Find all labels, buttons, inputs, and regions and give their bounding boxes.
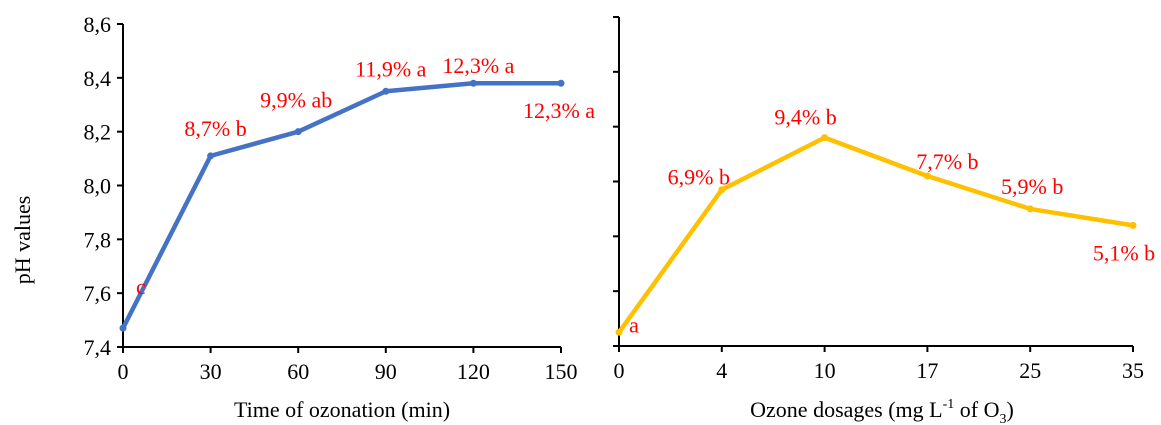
data-point bbox=[1026, 205, 1034, 213]
x-tick-label: 10 bbox=[814, 358, 836, 383]
x-tick-label: 17 bbox=[916, 358, 938, 383]
data-label: 9,9% ab bbox=[260, 88, 332, 113]
x-tick-label: 120 bbox=[457, 359, 490, 384]
y-tick-label: 8,0 bbox=[84, 174, 112, 199]
data-point bbox=[557, 79, 565, 87]
data-point bbox=[119, 324, 127, 332]
x-tick-label: 4 bbox=[716, 358, 727, 383]
data-point bbox=[821, 134, 829, 142]
y-tick-label: 7,4 bbox=[84, 335, 112, 360]
data-label: 12,3% a bbox=[523, 98, 595, 123]
chart-right-ozone-dosages: Ozone dosages (mg L-1 of O3) 0 4 10 17 25 35 a… bbox=[613, 16, 1155, 425]
data-label: 9,4% b bbox=[774, 105, 836, 130]
series-line bbox=[616, 135, 1136, 335]
data-point bbox=[207, 152, 215, 160]
data-point bbox=[294, 128, 302, 136]
x-tick-label: 150 bbox=[545, 359, 578, 384]
data-label: 7,7% b bbox=[916, 149, 978, 174]
data-label: 5,9% b bbox=[1001, 174, 1063, 199]
data-point bbox=[382, 87, 390, 95]
y-tick-label: 8,6 bbox=[84, 12, 112, 37]
y-tick-label: 7,6 bbox=[84, 281, 112, 306]
y-tick-label: 8,2 bbox=[84, 120, 112, 145]
chart-left-x-axis-title: Time of ozonation (min) bbox=[234, 397, 450, 422]
data-point bbox=[469, 79, 477, 87]
y-axis-title: pH values bbox=[10, 196, 35, 285]
y-tick-label: 7,8 bbox=[84, 227, 112, 252]
x-tick-label: 30 bbox=[200, 359, 222, 384]
data-label: 5,1% b bbox=[1093, 240, 1155, 265]
data-label: 12,3% a bbox=[442, 53, 514, 78]
data-point bbox=[615, 328, 623, 336]
series-line bbox=[120, 80, 564, 331]
x-tick-label: 35 bbox=[1122, 358, 1144, 383]
x-tick-label: 60 bbox=[287, 359, 309, 384]
x-tick-label: 0 bbox=[614, 358, 625, 383]
data-label: 6,9% b bbox=[668, 165, 730, 190]
data-label: a bbox=[629, 312, 639, 337]
x-tick-label: 25 bbox=[1019, 358, 1041, 383]
data-point bbox=[1129, 221, 1137, 229]
data-point bbox=[718, 186, 726, 194]
x-tick-label: 0 bbox=[118, 359, 129, 384]
chart-right-x-axis-title: Ozone dosages (mg L-1 of O3) bbox=[750, 397, 1014, 425]
y-tick-label: 8,4 bbox=[84, 66, 112, 91]
x-tick-label: 90 bbox=[375, 359, 397, 384]
data-label: 11,9% a bbox=[355, 56, 427, 81]
data-label: 8,7% b bbox=[184, 116, 246, 141]
data-point bbox=[923, 172, 931, 180]
chart-left-time-of-ozonation: Time of ozonation (min) 7,4 7,6 7,8 8,0 8,2 8… bbox=[84, 12, 596, 422]
data-label: c bbox=[136, 274, 146, 299]
